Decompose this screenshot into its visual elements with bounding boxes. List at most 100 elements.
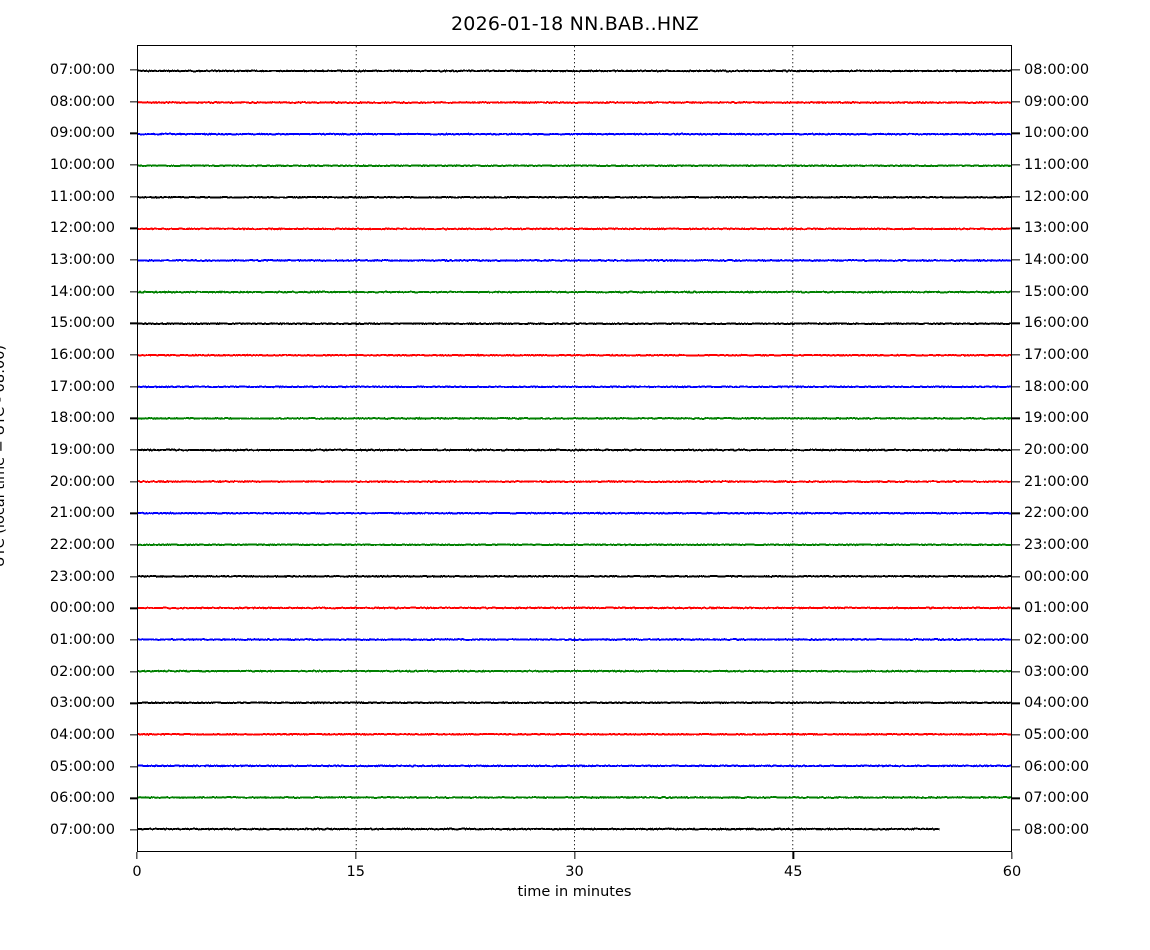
- y-tick-mark-left: [130, 671, 138, 673]
- x-tick-mark: [136, 852, 138, 859]
- y-tick-label-right: 04:00:00: [1024, 695, 1090, 712]
- x-tick-label: 15: [346, 864, 365, 880]
- y-tick-mark-left: [130, 291, 138, 293]
- hour-trace: [138, 732, 1011, 736]
- y-tick-mark-right: [1012, 132, 1020, 134]
- y-tick-label-right: 07:00:00: [1024, 790, 1090, 807]
- y-tick-mark-left: [130, 322, 138, 324]
- y-tick-label-left: 02:00:00: [49, 663, 115, 680]
- hour-trace: [138, 701, 1011, 705]
- y-tick-label-left: 23:00:00: [49, 568, 115, 585]
- y-tick-label-left: 18:00:00: [49, 410, 115, 427]
- hour-trace: [138, 227, 1011, 231]
- y-tick-mark-right: [1012, 101, 1020, 103]
- y-tick-label-right: 10:00:00: [1024, 125, 1090, 142]
- y-tick-label-left: 12:00:00: [49, 220, 115, 237]
- y-tick-label-left: 08:00:00: [49, 93, 115, 110]
- y-tick-label-right: 21:00:00: [1024, 473, 1090, 490]
- y-tick-label-right: 14:00:00: [1024, 252, 1090, 268]
- hour-trace: [138, 100, 1011, 105]
- plot-area: [137, 45, 1012, 852]
- y-tick-label-right: 20:00:00: [1024, 442, 1090, 458]
- y-tick-label-left: 07:00:00: [49, 822, 115, 838]
- y-tick-label-left: 06:00:00: [49, 790, 115, 807]
- y-tick-mark-left: [130, 702, 138, 704]
- x-tick-label: 45: [784, 864, 803, 880]
- hour-trace: [138, 385, 1011, 389]
- y-tick-label-left: 07:00:00: [49, 62, 115, 78]
- x-tick-label: 30: [565, 864, 584, 880]
- y-tick-mark-left: [130, 734, 138, 736]
- y-tick-label-right: 13:00:00: [1024, 220, 1090, 237]
- y-tick-label-left: 01:00:00: [49, 632, 115, 648]
- y-tick-label-right: 06:00:00: [1024, 758, 1090, 775]
- y-tick-mark-left: [130, 69, 138, 71]
- y-tick-mark-right: [1012, 354, 1020, 356]
- y-tick-mark-left: [130, 544, 138, 546]
- y-tick-mark-right: [1012, 259, 1020, 261]
- x-tick-mark: [1011, 852, 1013, 859]
- hour-trace: [138, 764, 1011, 768]
- y-tick-mark-left: [130, 196, 138, 198]
- y-tick-mark-left: [130, 576, 138, 578]
- y-tick-label-left: 09:00:00: [49, 125, 115, 142]
- y-tick-mark-left: [130, 386, 138, 388]
- y-tick-mark-right: [1012, 164, 1020, 166]
- y-tick-label-left: 13:00:00: [49, 252, 115, 268]
- y-tick-label-left: 17:00:00: [49, 378, 115, 395]
- x-tick-mark: [792, 852, 794, 859]
- y-tick-label-right: 22:00:00: [1024, 505, 1090, 522]
- y-tick-mark-right: [1012, 576, 1020, 578]
- y-tick-label-right: 08:00:00: [1024, 822, 1090, 838]
- y-tick-label-left: 20:00:00: [49, 473, 115, 490]
- y-tick-label-right: 12:00:00: [1024, 188, 1090, 205]
- y-tick-label-left: 04:00:00: [49, 727, 115, 743]
- hour-trace: [138, 827, 940, 831]
- x-tick-mark: [355, 852, 357, 859]
- y-tick-mark-right: [1012, 227, 1020, 229]
- y-tick-label-right: 05:00:00: [1024, 727, 1090, 743]
- hour-trace: [138, 258, 1011, 263]
- y-tick-label-left: 22:00:00: [49, 537, 115, 553]
- hour-trace: [138, 448, 1011, 452]
- y-tick-mark-left: [130, 227, 138, 229]
- y-tick-label-left: 10:00:00: [49, 157, 115, 173]
- y-tick-mark-left: [130, 417, 138, 419]
- y-tick-mark-left: [130, 101, 138, 103]
- y-tick-label-right: 15:00:00: [1024, 283, 1090, 300]
- y-tick-label-right: 17:00:00: [1024, 347, 1090, 363]
- y-tick-mark-right: [1012, 702, 1020, 704]
- y-tick-label-right: 03:00:00: [1024, 663, 1090, 680]
- hour-trace: [138, 606, 1011, 610]
- y-tick-label-left: 16:00:00: [49, 347, 115, 363]
- y-tick-mark-left: [130, 354, 138, 356]
- y-tick-label-right: 18:00:00: [1024, 378, 1090, 395]
- y-tick-mark-right: [1012, 512, 1020, 514]
- y-tick-mark-right: [1012, 734, 1020, 736]
- y-tick-mark-right: [1012, 766, 1020, 768]
- hour-trace: [138, 321, 1011, 326]
- y-tick-mark-right: [1012, 449, 1020, 451]
- y-tick-mark-right: [1012, 417, 1020, 419]
- y-tick-label-right: 11:00:00: [1024, 157, 1090, 173]
- hour-trace: [138, 795, 1011, 800]
- hour-trace: [138, 353, 1011, 357]
- y-tick-label-right: 02:00:00: [1024, 632, 1090, 648]
- y-tick-mark-right: [1012, 639, 1020, 641]
- y-tick-mark-left: [130, 481, 138, 483]
- y-tick-label-left: 11:00:00: [49, 188, 115, 205]
- hour-trace: [138, 669, 1011, 673]
- y-tick-mark-right: [1012, 671, 1020, 673]
- y-tick-mark-right: [1012, 829, 1020, 831]
- hour-trace: [138, 511, 1011, 515]
- y-tick-mark-left: [130, 512, 138, 514]
- y-tick-mark-right: [1012, 196, 1020, 198]
- y-tick-label-right: 01:00:00: [1024, 600, 1090, 617]
- y-tick-mark-right: [1012, 386, 1020, 388]
- y-tick-label-left: 03:00:00: [49, 695, 115, 712]
- hour-trace: [138, 195, 1011, 199]
- y-tick-label-left: 19:00:00: [49, 442, 115, 458]
- hour-trace: [138, 132, 1011, 136]
- hour-trace: [138, 574, 1011, 578]
